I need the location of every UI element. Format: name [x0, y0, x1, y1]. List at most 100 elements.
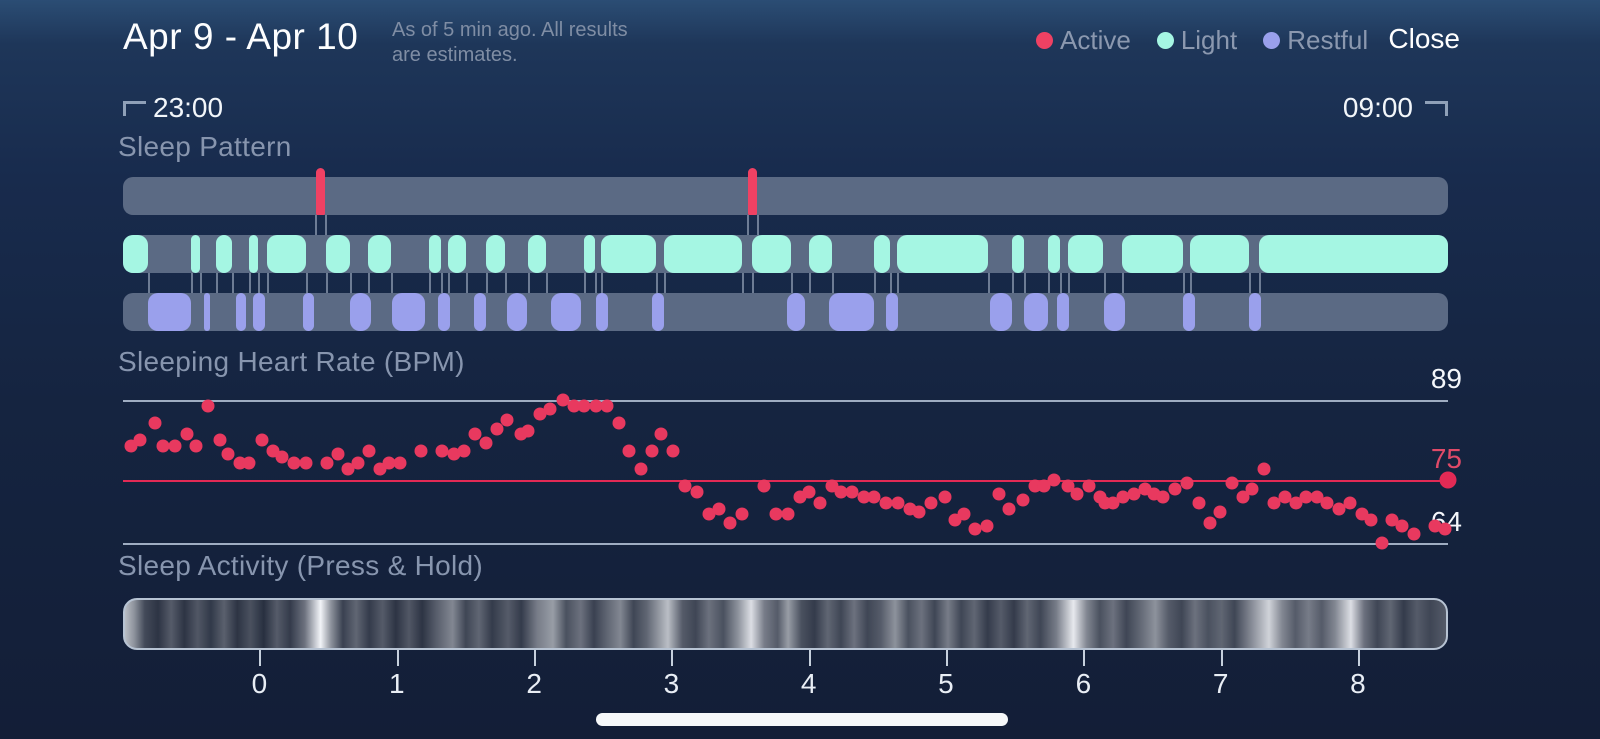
light-sleep-segment — [1189, 235, 1250, 273]
segment-connector-line — [896, 273, 899, 293]
restful-sleep-segment — [1024, 293, 1048, 331]
heart-rate-dot — [168, 439, 182, 453]
hour-tick — [1357, 650, 1360, 666]
segment-connector-line — [1189, 273, 1192, 293]
heart-rate-dot — [362, 444, 376, 458]
hour-tick-label: 7 — [1212, 668, 1229, 699]
heart-rate-dot — [500, 413, 514, 427]
hour-tick-label: 0 — [251, 668, 268, 699]
light-sleep-segment — [1067, 235, 1104, 273]
hour-tick — [396, 650, 399, 666]
heart-rate-dot — [867, 490, 881, 504]
legend-item-restful: Restful — [1263, 25, 1368, 56]
segment-connector-line — [486, 273, 489, 293]
close-button[interactable]: Close — [1382, 23, 1460, 55]
segment-connector-line — [1103, 273, 1106, 293]
heart-rate-dot — [980, 519, 994, 533]
hour-tick — [808, 650, 811, 666]
gridline-max — [123, 400, 1448, 402]
y-max-label: 89 — [1430, 363, 1462, 394]
heart-rate-dot — [634, 462, 648, 476]
heart-rate-dot — [189, 439, 203, 453]
segment-connector-line — [148, 273, 151, 293]
segment-connector-line — [1258, 273, 1261, 293]
heart-rate-dot — [255, 433, 269, 447]
light-bar — [123, 235, 1448, 273]
restful-sleep-segment — [252, 293, 265, 331]
restful-sleep-segment — [1183, 293, 1195, 331]
segment-connector-line — [1122, 273, 1125, 293]
segment-connector-line — [601, 273, 604, 293]
heart-rate-dot — [834, 485, 848, 499]
restful-sleep-segment — [550, 293, 582, 331]
heart-rate-dot — [654, 427, 668, 441]
segment-connector-line — [528, 273, 531, 293]
segment-connector-line — [655, 273, 658, 293]
light-sleep-segment — [368, 235, 391, 273]
heart-rate-dot — [589, 399, 603, 413]
restful-sleep-segment — [1249, 293, 1262, 331]
segment-connector-line — [349, 273, 352, 293]
heart-rate-dot — [479, 436, 493, 450]
segment-connector-line — [988, 273, 991, 293]
hour-tick-label: 4 — [800, 668, 817, 699]
heart-rate-dot — [769, 507, 783, 521]
legend-item-active: Active — [1036, 25, 1131, 56]
heart-rate-dot — [180, 427, 194, 441]
sleep-activity-bar[interactable] — [123, 598, 1448, 650]
hour-tick — [259, 650, 262, 666]
heart-rate-dot — [287, 456, 301, 470]
light-sleep-segment — [267, 235, 306, 273]
segment-connector-line — [267, 273, 270, 293]
restful-sleep-segment — [148, 293, 191, 331]
home-indicator[interactable] — [596, 713, 1008, 726]
hour-tick — [1220, 650, 1223, 666]
spike-connector-line — [757, 215, 760, 235]
restful-bar — [123, 293, 1448, 331]
heart-rate-dot — [567, 399, 580, 413]
segment-connector-line — [258, 273, 261, 293]
heart-rate-dot — [221, 447, 235, 461]
spike-connector-line — [747, 215, 750, 235]
heart-rate-dot — [393, 456, 407, 470]
heart-rate-dot — [1257, 462, 1271, 476]
segment-connector-line — [305, 273, 308, 293]
restful-sleep-segment — [235, 293, 247, 331]
restful-sleep-segment — [203, 293, 211, 331]
legend-item-light: Light — [1156, 25, 1237, 56]
heart-rate-dot — [1225, 476, 1239, 490]
heart-rate-dot — [1061, 479, 1075, 493]
light-sleep-segment — [1012, 235, 1024, 273]
hour-tick — [534, 650, 537, 666]
segment-connector-line — [390, 273, 393, 293]
light-sleep-segment — [601, 235, 656, 273]
heart-rate-dot — [1299, 490, 1313, 504]
range-start-bracket-icon — [123, 101, 146, 116]
range-start-time: 23:00 — [153, 92, 224, 123]
heart-rate-dot — [879, 496, 893, 510]
light-sleep-segment — [215, 235, 232, 273]
heart-rate-dot — [275, 450, 289, 464]
restful-sleep-segment — [596, 293, 608, 331]
page-title: Apr 9 - Apr 10 — [123, 16, 359, 57]
heart-rate-dot — [1180, 476, 1194, 490]
segment-connector-line — [663, 273, 666, 293]
segment-connector-line — [752, 273, 755, 293]
segment-connector-line — [809, 273, 812, 293]
heart-rate-dot — [521, 424, 535, 438]
restful-sleep-segment — [829, 293, 875, 331]
heart-rate-dot — [133, 433, 147, 447]
heart-rate-dot — [1438, 522, 1452, 536]
legend-label: Active — [1060, 24, 1131, 55]
segment-connector-line — [741, 273, 744, 293]
heart-rate-dot — [813, 496, 827, 510]
segment-connector-line — [831, 273, 834, 293]
heart-rate-dot — [1047, 473, 1061, 487]
light-sleep-segment — [325, 235, 350, 273]
heart-rate-dot — [1395, 519, 1409, 533]
hour-tick-label: 6 — [1075, 668, 1092, 699]
subtitle-line1: As of 5 min ago. All results — [392, 19, 628, 41]
restful-sleep-segment — [507, 293, 528, 331]
segment-connector-line — [1012, 273, 1015, 293]
